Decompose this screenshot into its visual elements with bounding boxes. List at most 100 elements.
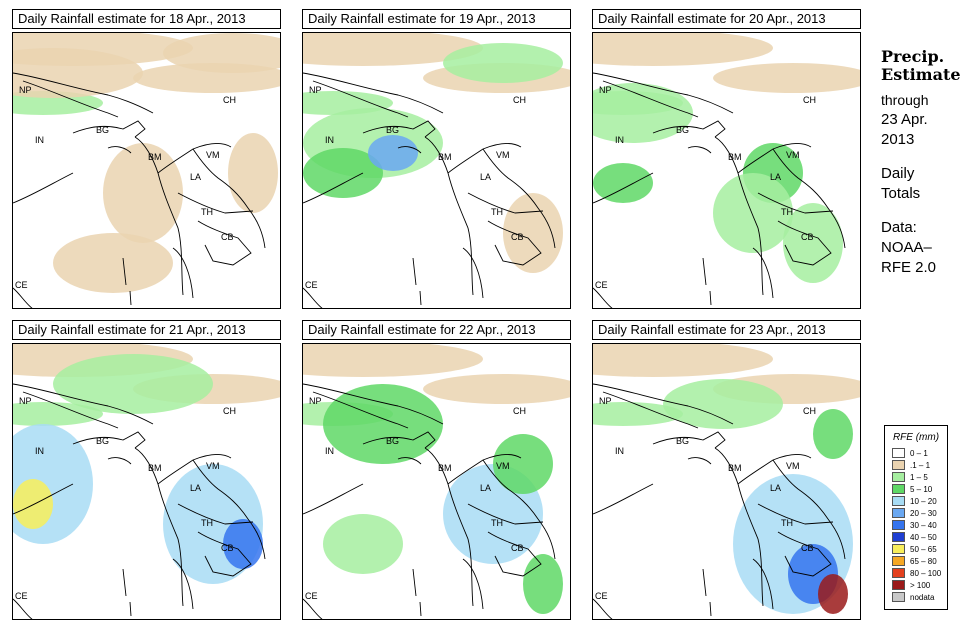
country-label: BM bbox=[728, 152, 742, 162]
legend-item: 65 – 80 bbox=[892, 555, 947, 567]
country-border bbox=[303, 598, 323, 619]
country-border bbox=[312, 391, 409, 429]
country-border bbox=[702, 568, 712, 617]
rainfall-map-canvas bbox=[593, 344, 860, 619]
legend-label: 40 – 50 bbox=[910, 532, 937, 542]
rainfall-area bbox=[13, 479, 53, 529]
rainfall-area bbox=[523, 554, 563, 614]
rainfall-panel-4: Daily Rainfall estimate for 21 Apr., 201… bbox=[12, 320, 281, 620]
country-label: LA bbox=[190, 483, 202, 493]
country-label: IN bbox=[615, 135, 624, 145]
rainfall-map: NP IN BG BM CH VM LA TH CB CE bbox=[302, 343, 571, 620]
legend-item: 40 – 50 bbox=[892, 531, 947, 543]
rainfall-area bbox=[593, 402, 683, 426]
country-label: CH bbox=[513, 406, 526, 416]
country-label: CB bbox=[221, 232, 234, 242]
legend-label: 80 – 100 bbox=[910, 568, 942, 578]
country-border bbox=[134, 136, 184, 296]
rainfall-area bbox=[593, 163, 653, 203]
legend-item: 5 – 10 bbox=[892, 483, 947, 495]
country-label: IN bbox=[325, 135, 334, 145]
rainfall-area bbox=[323, 514, 403, 574]
rainfall-panel-5: Daily Rainfall estimate for 22 Apr., 201… bbox=[302, 320, 571, 620]
country-label: CE bbox=[305, 280, 318, 290]
rainfall-map-canvas bbox=[593, 33, 860, 308]
country-border bbox=[652, 431, 726, 449]
rainfall-area bbox=[818, 574, 848, 614]
side-caption: Precip. Estimate through 23 Apr. 2013 Da… bbox=[881, 48, 965, 278]
country-label: TH bbox=[781, 207, 793, 217]
caption-daily: Daily bbox=[881, 165, 915, 182]
legend-title: RFE (mm) bbox=[892, 432, 940, 443]
country-label: BM bbox=[728, 463, 742, 473]
country-border bbox=[467, 503, 544, 525]
country-border bbox=[702, 257, 712, 306]
country-border bbox=[772, 459, 846, 560]
country-border bbox=[362, 431, 436, 449]
country-border bbox=[757, 192, 834, 214]
legend-item: 20 – 30 bbox=[892, 507, 947, 519]
country-border bbox=[602, 391, 699, 429]
rainfall-map-canvas bbox=[13, 344, 280, 619]
legend-label: .1 – 1 bbox=[910, 460, 931, 470]
legend-swatch bbox=[892, 592, 905, 602]
legend-swatch bbox=[892, 484, 905, 494]
country-label: NP bbox=[599, 85, 612, 95]
country-border bbox=[487, 220, 542, 266]
country-label: CB bbox=[511, 543, 524, 553]
country-border bbox=[22, 391, 119, 429]
rainfall-area bbox=[713, 173, 793, 253]
legend-swatch bbox=[892, 448, 905, 458]
rainfall-area bbox=[783, 203, 843, 283]
rainfall-area bbox=[368, 135, 418, 171]
country-label: BM bbox=[148, 152, 162, 162]
caption-date-line1: 23 Apr. bbox=[881, 111, 928, 128]
legend-swatch bbox=[892, 520, 905, 530]
legend-item: > 100 bbox=[892, 579, 947, 591]
country-border bbox=[13, 483, 74, 515]
country-border bbox=[303, 287, 323, 308]
caption-title-line2: Estimate bbox=[881, 65, 961, 84]
country-label: VM bbox=[786, 150, 800, 160]
country-label: CB bbox=[801, 232, 814, 242]
country-label: LA bbox=[190, 172, 202, 182]
legend-swatch bbox=[892, 580, 905, 590]
rainfall-map: NP IN BG BM CH VM LA TH CB CE bbox=[12, 32, 281, 309]
country-label: CB bbox=[221, 543, 234, 553]
legend-swatch bbox=[892, 508, 905, 518]
caption-totals: Totals bbox=[881, 185, 921, 202]
country-border bbox=[593, 598, 613, 619]
country-label: CB bbox=[801, 543, 814, 553]
country-border bbox=[107, 146, 132, 154]
country-border bbox=[777, 220, 832, 266]
country-label: NP bbox=[599, 396, 612, 406]
panel-title: Daily Rainfall estimate for 18 Apr., 201… bbox=[12, 9, 281, 29]
legend-label: 30 – 40 bbox=[910, 520, 937, 530]
country-label: LA bbox=[480, 172, 492, 182]
caption-source-line1: NOAA– bbox=[881, 239, 932, 256]
panel-title: Daily Rainfall estimate for 22 Apr., 201… bbox=[302, 320, 571, 340]
country-border bbox=[172, 558, 194, 610]
country-label: VM bbox=[496, 150, 510, 160]
rainfall-area bbox=[303, 344, 483, 377]
country-border bbox=[177, 192, 254, 214]
country-border bbox=[752, 247, 774, 299]
country-border bbox=[652, 120, 726, 138]
rainfall-area bbox=[13, 48, 143, 98]
country-border bbox=[467, 192, 544, 214]
country-label: VM bbox=[206, 150, 220, 160]
legend-item: 0 – 1 bbox=[892, 447, 947, 459]
caption-title-line1: Precip. bbox=[881, 47, 945, 66]
legend-item: 50 – 65 bbox=[892, 543, 947, 555]
panel-title: Daily Rainfall estimate for 23 Apr., 201… bbox=[592, 320, 861, 340]
caption-source-line2: RFE 2.0 bbox=[881, 259, 937, 276]
country-label: CH bbox=[223, 406, 236, 416]
country-border bbox=[192, 148, 266, 249]
legend-label: 5 – 10 bbox=[910, 484, 933, 494]
country-label: CH bbox=[223, 95, 236, 105]
country-border bbox=[13, 383, 154, 425]
country-label: IN bbox=[615, 446, 624, 456]
country-label: BG bbox=[96, 436, 110, 446]
rainfall-map: NP IN BG BM CH VM LA TH CB CE bbox=[302, 32, 571, 309]
legend-item: 80 – 100 bbox=[892, 567, 947, 579]
